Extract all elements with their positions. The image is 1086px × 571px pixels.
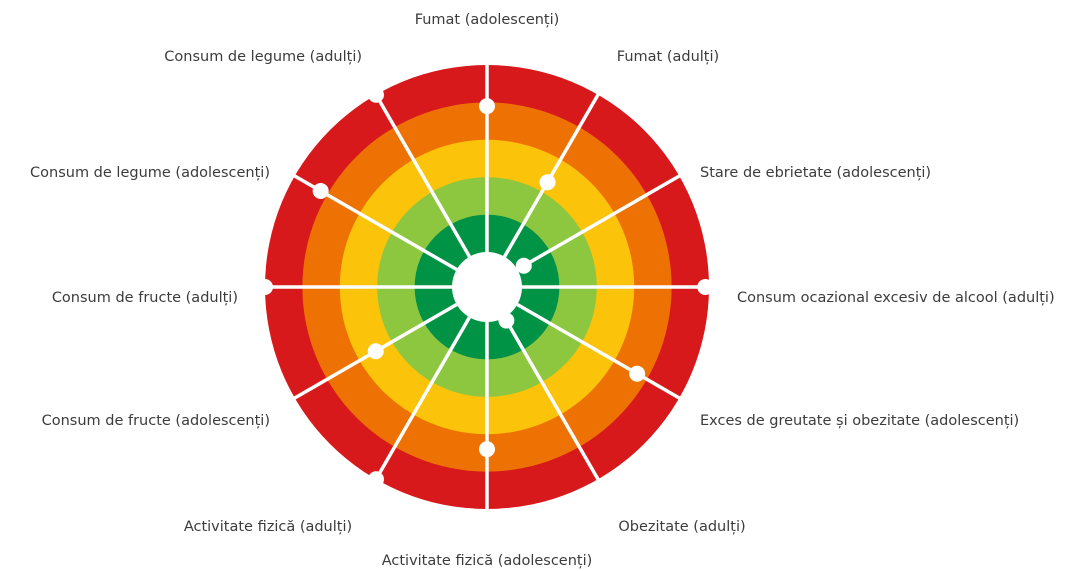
category-label: Activitate fizică (adulți) xyxy=(184,519,352,535)
category-label: Fumat (adulți) xyxy=(617,49,719,65)
category-label: Activitate fizică (adolescenți) xyxy=(382,553,593,569)
dot xyxy=(498,312,515,329)
category-label: Obezitate (adulți) xyxy=(618,519,745,535)
dot xyxy=(539,174,556,191)
category-label: Stare de ebrietate (adolescenți) xyxy=(700,165,931,181)
dot xyxy=(515,257,532,274)
category-label: Consum de fructe (adulți) xyxy=(52,290,238,306)
category-label: Consum de legume (adolescenți) xyxy=(30,165,270,181)
dot xyxy=(257,279,273,295)
dot xyxy=(479,441,495,458)
category-label: Fumat (adolescenți) xyxy=(415,12,560,28)
dot xyxy=(697,279,714,295)
category-label: Consum de fructe (adolescenți) xyxy=(42,413,270,429)
category-label: Consum ocazional excesiv de alcool (adul… xyxy=(737,290,1055,306)
spoke xyxy=(373,316,472,482)
category-label: Consum de legume (adulți) xyxy=(164,49,362,65)
dot xyxy=(629,365,646,382)
dot xyxy=(368,86,384,103)
dot xyxy=(312,182,329,199)
spoke xyxy=(373,92,472,258)
category-label: Exces de greutate și obezitate (adolesce… xyxy=(700,413,1019,429)
spoke xyxy=(516,173,682,272)
dot xyxy=(367,343,384,360)
dot xyxy=(368,471,384,488)
dot xyxy=(479,98,495,115)
center-hole xyxy=(452,252,522,322)
spoke xyxy=(502,92,601,258)
spoke xyxy=(502,316,601,482)
spoke xyxy=(516,302,682,401)
